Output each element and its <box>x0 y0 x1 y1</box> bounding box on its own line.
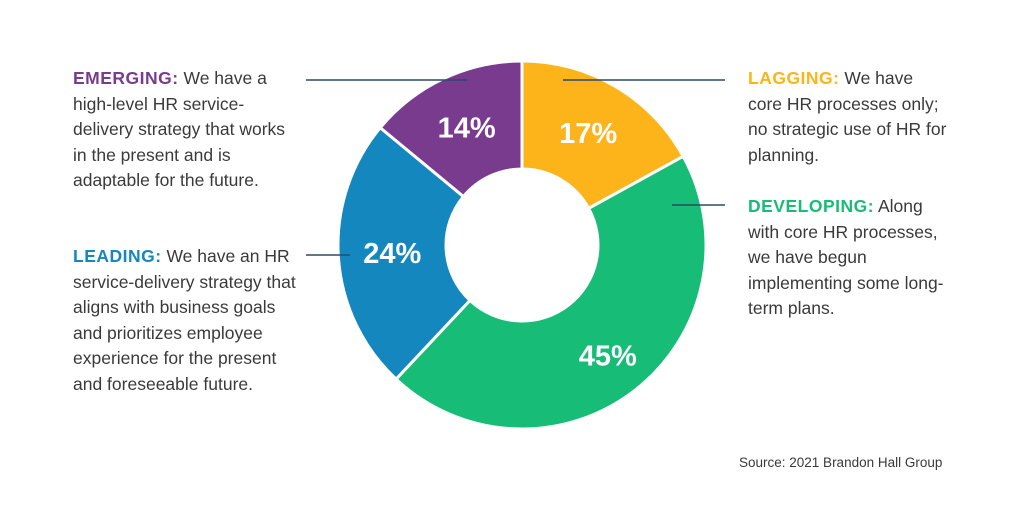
slice-lagging <box>520 59 686 211</box>
legend-developing: DEVELOPING: Along with core HR processes… <box>748 194 958 322</box>
label-emerging: EMERGING: <box>73 68 179 88</box>
value-label-emerging: 14% <box>438 112 496 144</box>
source-note: Source: 2021 Brandon Hall Group <box>739 455 943 470</box>
desc-emerging: We have a high-level HR service-delivery… <box>73 68 286 190</box>
desc-lagging: We have core HR processes only; no strat… <box>748 68 947 165</box>
slice-developing <box>393 154 708 431</box>
label-developing: DEVELOPING: <box>748 196 875 216</box>
slice-leading <box>336 125 473 382</box>
value-label-lagging: 17% <box>559 118 617 150</box>
legend-lagging: LAGGING: We have core HR processes only;… <box>748 66 948 168</box>
desc-developing: Along with core HR processes, we have be… <box>748 196 944 318</box>
value-label-developing: 45% <box>579 341 637 373</box>
value-label-leading: 24% <box>363 238 421 270</box>
legend-leading: LEADING: We have an HR service-delivery … <box>73 244 303 397</box>
label-leading: LEADING: <box>73 246 162 266</box>
slice-emerging <box>378 59 524 199</box>
desc-leading: We have an HR service-delivery strategy … <box>73 246 296 394</box>
label-lagging: LAGGING: <box>748 68 840 88</box>
legend-emerging: EMERGING: We have a high-level HR servic… <box>73 66 298 194</box>
